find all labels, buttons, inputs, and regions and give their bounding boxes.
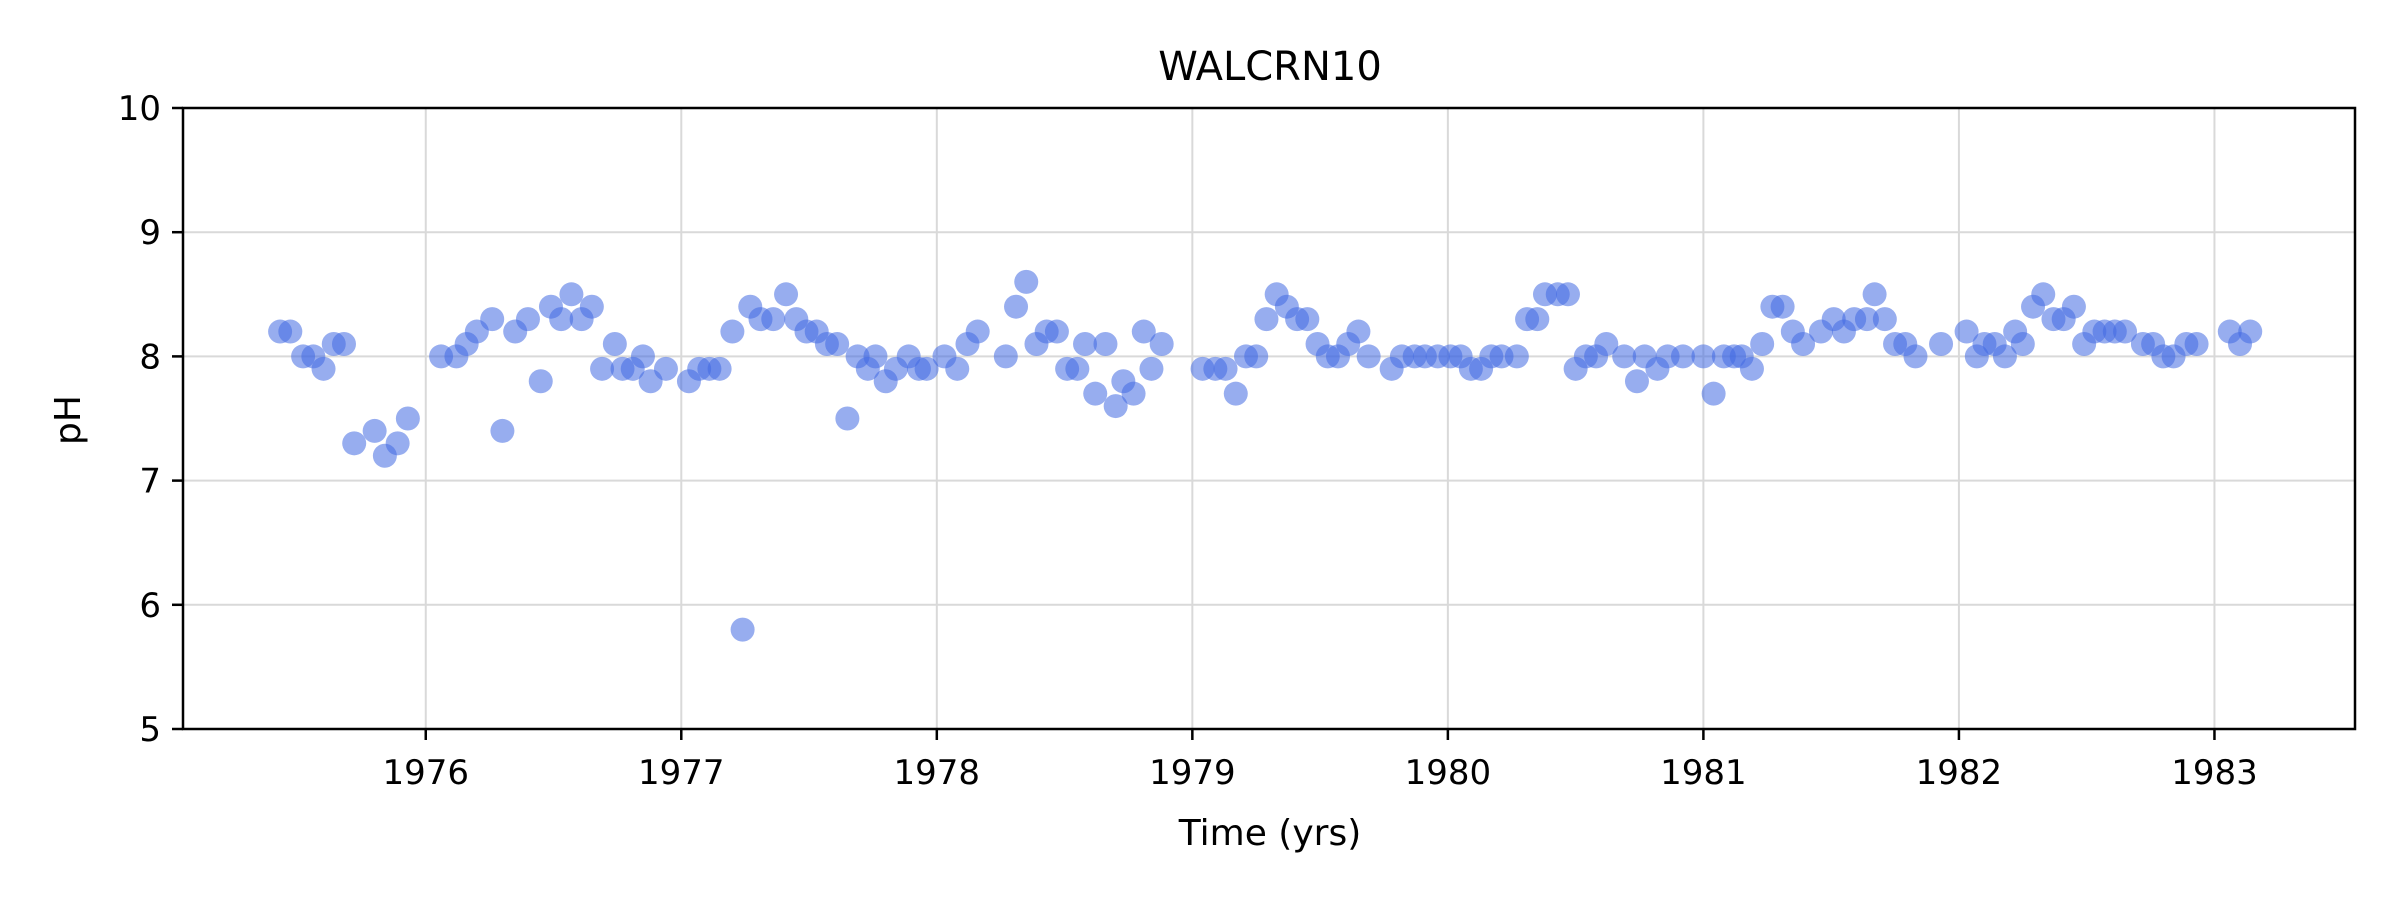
x-tick-label: 1980 [1405,753,1492,793]
data-point [720,319,745,344]
data-point [2010,331,2035,356]
data-point [1254,307,1279,332]
data-point [730,617,755,642]
data-point [993,344,1018,369]
data-point [1929,331,1954,356]
y-axis-label: pH [48,395,89,445]
plot-frame [181,106,2357,731]
x-tick-label: 1982 [1916,753,2003,793]
data-point [1862,282,1887,307]
grid [183,108,2355,729]
data-point [1594,331,1619,356]
data-point [278,319,303,344]
data-point [630,344,655,369]
data-point [653,356,678,381]
y-tick-label: 10 [118,89,161,129]
data-point [707,356,732,381]
data-point [965,319,990,344]
data-point [1244,344,1269,369]
data-point [914,356,939,381]
data-point [395,406,420,431]
y-tick-label: 7 [139,462,161,502]
data-point [1073,331,1098,356]
data-point [1121,381,1146,406]
data-point [2184,331,2209,356]
data-point [1701,381,1726,406]
x-tick-label: 1981 [1660,753,1747,793]
data-point [515,307,540,332]
data-point [1525,307,1550,332]
data-point [1992,344,2017,369]
data-point [1103,394,1128,419]
data-point [342,431,367,456]
y-tick-label: 6 [139,586,161,626]
data-point [761,307,786,332]
data-point [1854,307,1879,332]
data-point [549,307,574,332]
data-point [1131,319,1156,344]
y-tick-label: 9 [139,213,161,253]
data-point [559,282,584,307]
y-tick-label: 8 [139,337,161,377]
data-point [311,356,336,381]
data-point [480,307,505,332]
data-point [1044,319,1069,344]
data-point [1004,294,1029,319]
data-point [528,369,553,394]
data-point [1149,331,1174,356]
data-point [2031,282,2056,307]
x-axis-label: Time (yrs) [1178,813,1362,854]
data-point [490,418,515,443]
y-axis: 5 6 7 8 9 10 [118,89,183,750]
data-point [774,282,799,307]
data-point [1223,381,1248,406]
data-point [579,294,604,319]
data-point [1139,356,1164,381]
data-point [1295,307,1320,332]
data-point [2061,294,2086,319]
data-point [1356,344,1381,369]
data-point [1346,319,1371,344]
data-point [863,344,888,369]
data-point [1612,344,1637,369]
x-tick-label: 1978 [894,753,981,793]
data-point [590,356,615,381]
x-axis: 1976 1977 1978 1979 1980 1981 1982 1983 [382,729,2258,793]
data-point [1903,344,1928,369]
data-point [1065,356,1090,381]
x-tick-label: 1983 [2171,753,2258,793]
data-point [362,418,387,443]
data-point [825,331,850,356]
data-point [1213,356,1238,381]
data-point [1872,307,1897,332]
data-points [268,269,2263,642]
data-point [1670,344,1695,369]
data-point [1954,319,1979,344]
x-tick-label: 1977 [638,753,725,793]
data-point [2113,319,2138,344]
data-point [1083,381,1108,406]
data-point [2238,319,2263,344]
data-point [1791,331,1816,356]
data-point [331,331,356,356]
data-point [1739,356,1764,381]
data-point [1504,344,1529,369]
data-point [1770,294,1795,319]
x-tick-label: 1976 [382,753,469,793]
data-point [1014,269,1039,294]
data-point [385,431,410,456]
data-point [602,331,627,356]
data-point [1750,331,1775,356]
data-point [835,406,860,431]
data-point [1691,344,1716,369]
y-tick-label: 5 [139,710,161,750]
chart-title: WALCRN10 [1158,44,1382,90]
data-point [1093,331,1118,356]
data-point [1555,282,1580,307]
data-point [1624,369,1649,394]
data-point [945,356,970,381]
x-tick-label: 1979 [1149,753,1236,793]
